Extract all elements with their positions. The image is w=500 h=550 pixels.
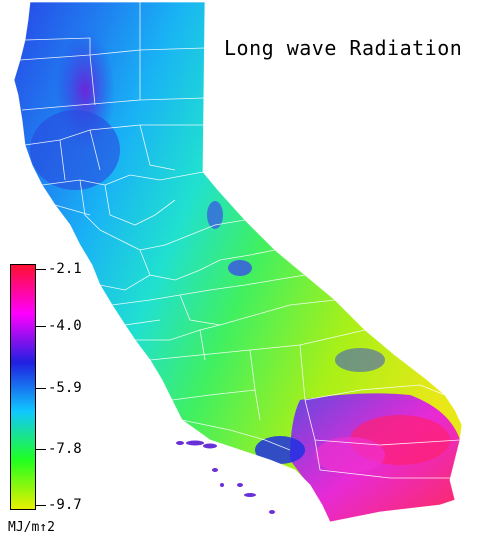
legend-label: -7.8 xyxy=(48,441,82,457)
map-title: Long wave Radiation xyxy=(224,36,463,60)
channel-islands xyxy=(176,440,275,514)
legend-tick xyxy=(36,326,46,327)
legend-label-max: -2.1 xyxy=(48,261,82,277)
legend-label-min: -9.7 xyxy=(48,497,82,513)
county-boundaries xyxy=(13,1,463,523)
color-scale-bar xyxy=(10,264,36,510)
legend-units: MJ/m↑2 xyxy=(8,520,55,535)
legend-label: -4.0 xyxy=(48,318,82,334)
legend-tick xyxy=(36,388,46,389)
legend-tick xyxy=(36,505,46,506)
legend-tick xyxy=(36,269,46,270)
legend-tick xyxy=(36,449,46,450)
legend-label: -5.9 xyxy=(48,380,82,396)
